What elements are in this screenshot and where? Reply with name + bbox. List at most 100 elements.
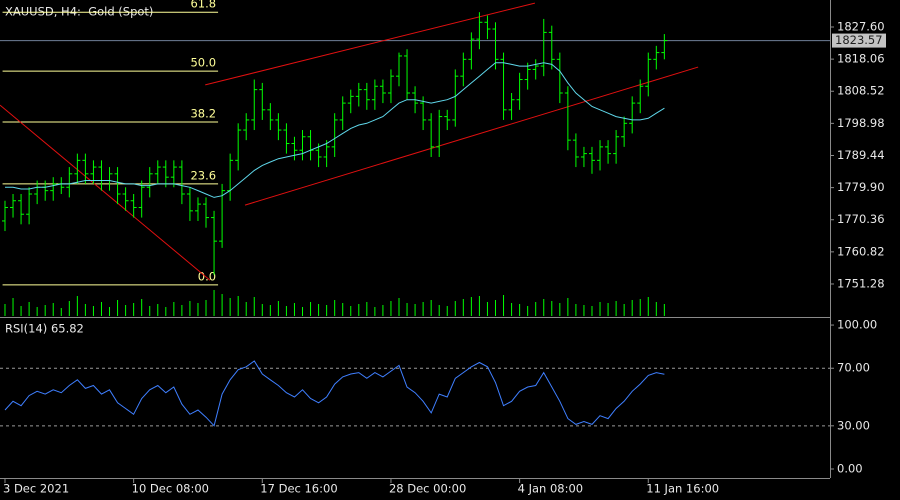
volume-bar [302, 307, 304, 316]
volume-bar [583, 305, 585, 316]
volume-bar [165, 307, 167, 316]
volume-bar [494, 300, 496, 316]
volume-bar [374, 307, 376, 316]
rsi-line [4, 360, 665, 427]
fib-label: 38.2 [190, 106, 216, 120]
volume-bar [28, 302, 30, 316]
volume-bar [229, 298, 231, 316]
trendline [205, 2, 536, 86]
volume-bar [406, 303, 408, 316]
volume-bar [663, 304, 665, 316]
volume-bar [446, 306, 448, 316]
volume-bar [639, 299, 641, 316]
volume-bar [551, 301, 553, 316]
volume-bar [60, 308, 62, 316]
volume-bar [253, 297, 255, 316]
y-tick-label: 0.00 [837, 462, 863, 476]
volume-bar [535, 302, 537, 316]
volume-bar [567, 298, 569, 316]
volume-bar [615, 301, 617, 316]
volume-bar [430, 300, 432, 316]
volume-bar [438, 305, 440, 316]
fib-label: 61.8 [190, 0, 216, 11]
volume-bar [173, 302, 175, 316]
chart-title: XAUUSD, H4: Gold (Spot) [5, 5, 153, 19]
volume-bar [470, 297, 472, 316]
volume-bar [285, 306, 287, 316]
y-tick-label: 30.00 [837, 418, 870, 432]
volume-bar [44, 305, 46, 316]
volume-bar [342, 303, 344, 316]
volume-bar [52, 303, 54, 316]
volume-bar [261, 304, 263, 316]
volume-bar [655, 302, 657, 316]
volume-bar [519, 304, 521, 316]
volume-bar [84, 304, 86, 316]
fib-label: 50.0 [190, 56, 216, 70]
volume-bar [293, 303, 295, 316]
y-tick-label: 1779.90 [837, 180, 885, 194]
volume-bar [133, 303, 135, 316]
moving-average [5, 62, 665, 198]
volume-bar [366, 302, 368, 316]
x-tick-label: 17 Dec 16:00 [260, 482, 337, 496]
volume-bar [237, 296, 239, 316]
volume-bar [36, 307, 38, 316]
volume-bar [358, 304, 360, 316]
y-tick-label: 1827.60 [837, 20, 885, 34]
x-tick-label: 3 Dec 2021 [3, 482, 69, 496]
volume-bar [318, 304, 320, 316]
volume-bar [478, 296, 480, 316]
volume-bar [591, 306, 593, 316]
last-price-label: 1823.57 [835, 33, 883, 47]
volume-bar [157, 304, 159, 316]
volume-bar [511, 303, 513, 316]
volume-bar [92, 306, 94, 316]
volume-bar [269, 305, 271, 316]
volume-bar [454, 301, 456, 316]
volume-bar [599, 302, 601, 316]
volume-bar [100, 302, 102, 316]
volume-bar [631, 300, 633, 316]
volume-bar [422, 302, 424, 316]
volume-bar [117, 300, 119, 316]
volume-bar [390, 301, 392, 316]
volume-bar [141, 299, 143, 316]
trendline [244, 66, 699, 206]
volume-bar [527, 306, 529, 316]
last-price-box [832, 33, 886, 48]
x-tick-label: 4 Jan 08:00 [518, 482, 584, 496]
volume-bar [189, 301, 191, 316]
volume-bar [125, 305, 127, 316]
volume-bar [310, 302, 312, 316]
volume-bar [414, 304, 416, 316]
volume-bar [181, 305, 183, 316]
volume-bar [109, 307, 111, 316]
y-tick-label: 1789.44 [837, 148, 885, 162]
x-tick-label: 11 Jan 16:00 [646, 482, 719, 496]
y-tick-label: 1818.06 [837, 52, 885, 66]
volume-bar [462, 299, 464, 316]
volume-bar [68, 301, 70, 316]
trendline [0, 104, 211, 281]
volume-bar [623, 304, 625, 316]
volume-bar [20, 306, 22, 316]
volume-bar [76, 296, 78, 316]
y-tick-label: 1798.98 [837, 116, 885, 130]
volume-bar [4, 304, 6, 316]
rsi-title: RSI(14) 65.82 [5, 322, 84, 336]
x-tick-label: 10 Dec 08:00 [132, 482, 209, 496]
volume-bar [149, 306, 151, 316]
volume-bar [326, 305, 328, 316]
y-tick-label: 1808.52 [837, 84, 885, 98]
volume-bar [245, 302, 247, 316]
volume-bar [647, 297, 649, 316]
y-tick-label: 100.00 [837, 318, 877, 332]
volume-bar [559, 303, 561, 316]
fib-label: 0.0 [198, 269, 216, 283]
fib-label: 23.6 [190, 168, 216, 182]
y-tick-label: 70.00 [837, 361, 870, 375]
